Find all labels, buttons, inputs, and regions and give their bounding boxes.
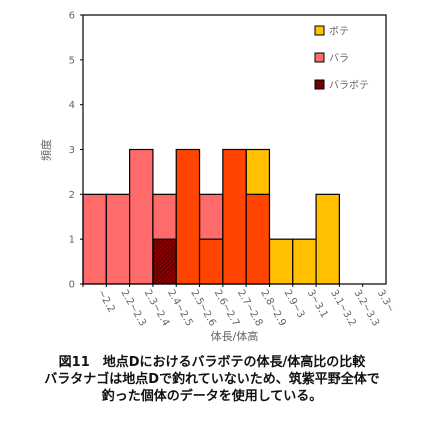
bar-segment-1-series-1 bbox=[105, 193, 131, 285]
x-tick-label-9: 3~3.1 bbox=[305, 288, 330, 320]
y-tick-label-5: 5 bbox=[69, 55, 75, 66]
bar-segment-0-series-1 bbox=[82, 193, 107, 285]
y-tick-label-4: 4 bbox=[69, 100, 75, 111]
figure-caption: 図11 地点Dにおけるバラボテの体長/体高比の比較 バラタナゴは地点Dで釣れてい… bbox=[0, 354, 424, 405]
legend-swatch-0 bbox=[314, 25, 325, 36]
y-axis-label: 頻度 bbox=[39, 139, 53, 161]
y-ticks-group: 0 1 2 3 4 5 6 bbox=[69, 11, 83, 291]
legend-swatch-2 bbox=[314, 79, 325, 90]
bar-segment-3-series-0 bbox=[152, 238, 177, 285]
bar-segment-9-series-2 bbox=[292, 238, 317, 285]
bar-segment-8-series-2 bbox=[268, 238, 294, 285]
bars-group bbox=[82, 148, 340, 285]
bar-segment-10-series-2 bbox=[315, 193, 340, 285]
x-tick-label-8: 2.9~3 bbox=[282, 288, 307, 320]
legend-swatch-1 bbox=[314, 52, 325, 63]
overlay-bar-5 bbox=[198, 238, 224, 285]
bar-segment-2-series-1 bbox=[129, 148, 154, 285]
overlay-bar-4 bbox=[175, 148, 201, 285]
caption-line-2: バラタナゴは地点Dで釣れていないため、筑紫平野全体で bbox=[44, 372, 380, 387]
y-tick-label-2: 2 bbox=[69, 190, 75, 201]
x-tick-label-0: ~2.2 bbox=[95, 288, 117, 315]
legend-label-1: バラ bbox=[329, 53, 349, 65]
legend-label-2: バラボテ bbox=[329, 80, 369, 92]
overlay-bar-6 bbox=[222, 148, 247, 285]
histogram-chart: 0 1 2 3 4 5 6 ~2.2 2.2~2.32.3~2.42.4~2.52.5~2.6… bbox=[39, 11, 397, 344]
legend-label-0: ボテ bbox=[329, 26, 349, 38]
y-tick-label-6: 6 bbox=[69, 11, 75, 22]
x-ticks-group: ~2.2 2.2~2.32.3~2.42.4~2.52.5~2.62.6~2.72… bbox=[82, 284, 397, 328]
y-tick-label-3: 3 bbox=[69, 145, 75, 156]
bar-segment-3-series-1 bbox=[152, 193, 177, 240]
x-tick-label-12: 3.3~ bbox=[375, 288, 397, 315]
overlay-bar-7 bbox=[245, 193, 271, 285]
y-tick-label-0: 0 bbox=[69, 280, 75, 291]
y-tick-label-1: 1 bbox=[69, 235, 75, 246]
caption-line-3: 釣った個体のデータを使用している。 bbox=[101, 389, 323, 404]
caption-line-1: 図11 地点Dにおけるバラボテの体長/体高比の比較 bbox=[58, 355, 366, 370]
x-axis-label: 体長/体高 bbox=[211, 329, 259, 343]
